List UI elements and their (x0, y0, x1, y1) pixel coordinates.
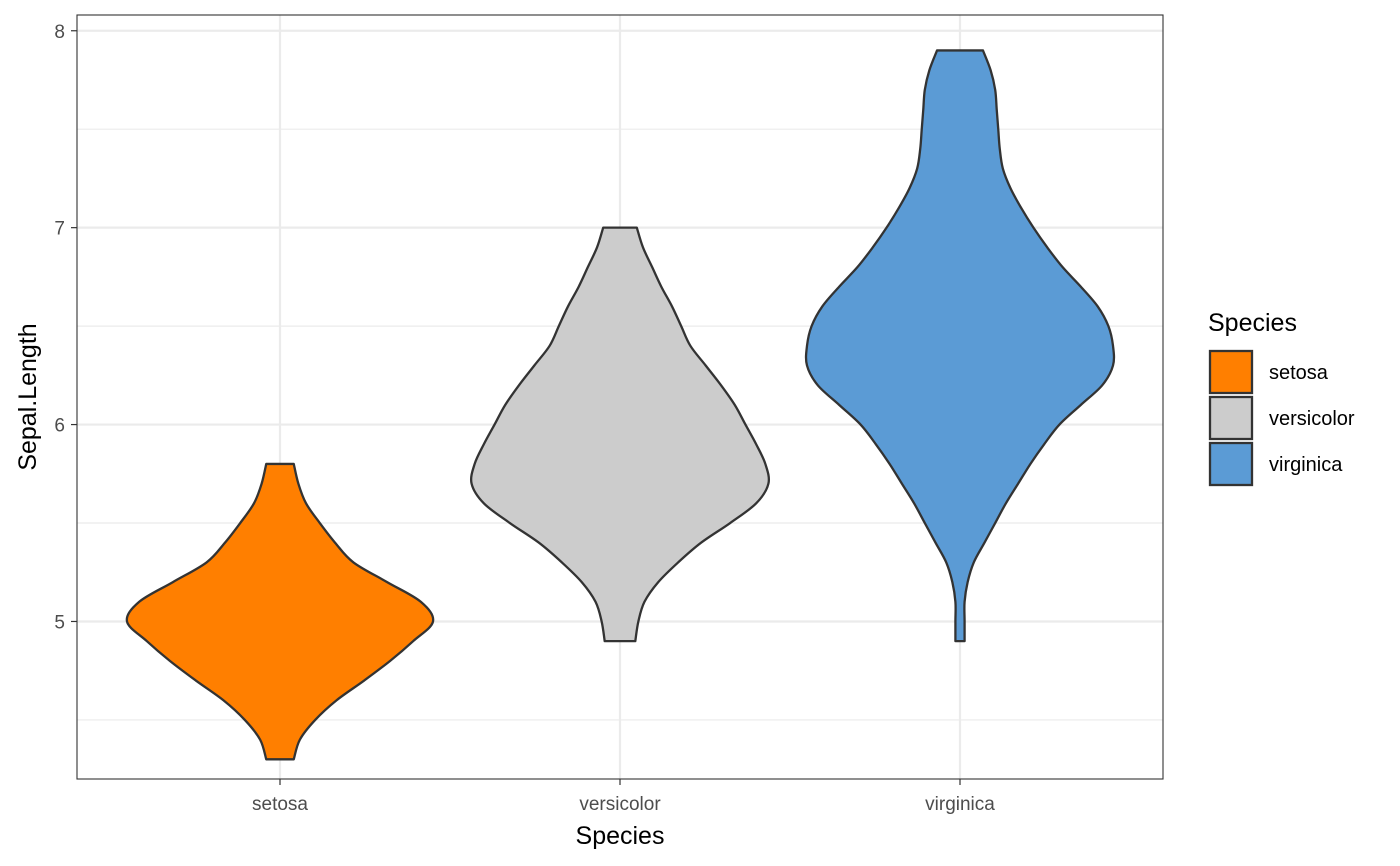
y-axis-title: Sepal.Length (14, 323, 42, 470)
violins (125, 49, 1116, 761)
legend-label-virginica: virginica (1269, 454, 1343, 476)
violin-virginica (804, 49, 1116, 643)
violin-versicolor (469, 226, 771, 643)
x-tick-label-versicolor: versicolor (579, 794, 661, 815)
y-tick-label: 8 (54, 22, 65, 43)
y-tick-label: 7 (54, 219, 65, 240)
legend-label-setosa: setosa (1269, 362, 1329, 384)
x-tick-label-virginica: virginica (925, 794, 995, 815)
legend: Species setosa versicolor virginica (1208, 309, 1355, 487)
legend-key-setosa (1208, 349, 1254, 395)
y-tick-label: 5 (54, 612, 65, 633)
legend-title: Species (1208, 309, 1297, 337)
x-axis-title: Species (576, 822, 665, 850)
legend-label-versicolor: versicolor (1269, 408, 1355, 430)
x-tick-label-setosa: setosa (252, 794, 308, 815)
x-axis-ticks: setosa versicolor virginica (252, 779, 995, 815)
y-axis-ticks: 5 6 7 8 (54, 22, 77, 633)
legend-key-versicolor (1208, 395, 1254, 441)
legend-key-virginica (1208, 441, 1254, 487)
violin-setosa (125, 462, 435, 761)
y-tick-label: 6 (54, 416, 65, 437)
